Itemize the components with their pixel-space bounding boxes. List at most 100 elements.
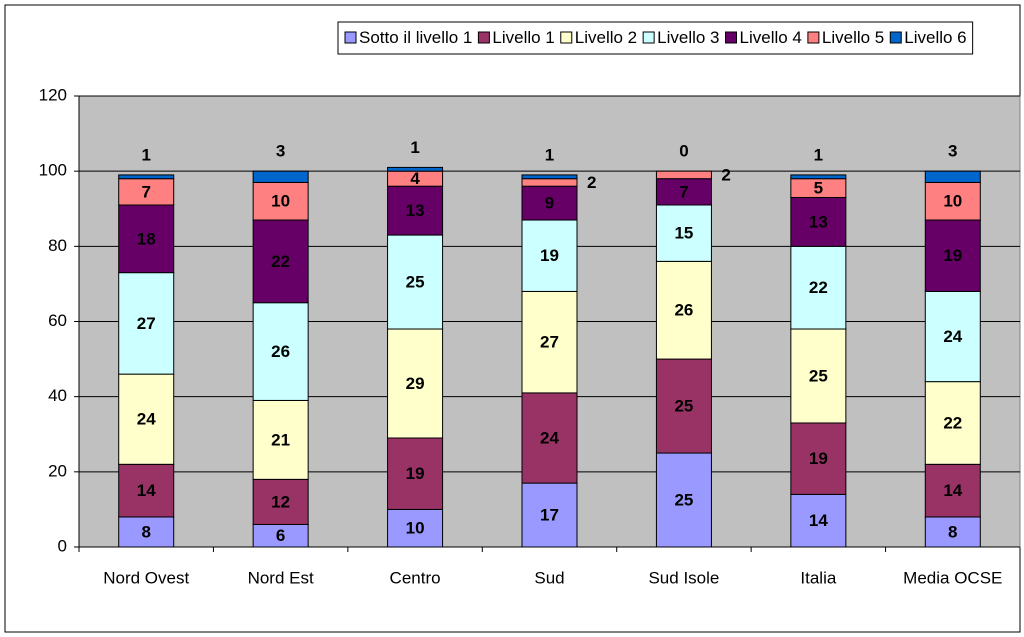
y-tick-label: 120 [39,85,67,104]
data-label: 1 [410,138,419,157]
data-label: 2 [721,165,730,184]
bar-segment [118,174,175,180]
data-label: 2 [587,173,596,192]
y-tick-label: 40 [48,386,67,405]
data-label: 7 [679,182,688,201]
y-tick-label: 60 [48,311,67,330]
bar-segment [790,196,847,247]
bar-segment [521,392,578,484]
bar-segment [655,260,712,360]
y-tick-label: 100 [39,161,67,180]
data-label: 22 [943,413,962,432]
data-label: 7 [141,182,150,201]
data-label: 9 [545,194,554,213]
legend-swatch [344,31,357,44]
data-label: 25 [809,366,828,385]
data-label: 6 [276,526,285,545]
data-label: 25 [406,273,425,292]
bar-segment [387,166,444,172]
data-label: 27 [137,314,156,333]
data-label: 8 [948,522,957,541]
x-tick-label: Nord Ovest [103,568,189,587]
bar-segment [790,245,847,330]
legend-swatch [889,31,902,44]
data-label: 21 [271,430,290,449]
bar-segment [252,170,309,183]
bar-segment [118,373,175,465]
legend-label: Livello 4 [740,28,802,47]
bar-segment [118,463,175,518]
bar-segment [521,482,578,548]
data-label: 19 [540,246,559,265]
data-label: 5 [814,179,823,198]
data-label: 24 [540,428,559,447]
data-label: 19 [809,449,828,468]
bar-segment [387,234,444,330]
legend-label: Livello 5 [822,28,884,47]
data-label: 19 [406,464,425,483]
bar-segment [252,399,309,480]
x-tick-label: Nord Est [248,568,314,587]
data-label: 27 [540,333,559,352]
bar-segment [118,272,175,375]
data-label: 4 [410,169,420,188]
data-label: 1 [141,145,150,164]
data-label: 26 [674,301,693,320]
bar-segment [790,174,847,180]
bar-segment [521,174,578,180]
data-label: 10 [271,192,290,211]
x-tick-label: Italia [800,568,836,587]
data-label: 3 [276,142,285,161]
data-label: 18 [137,229,156,248]
y-tick-label: 0 [58,536,67,555]
x-tick-label: Media OCSE [903,568,1002,587]
y-tick-label: 80 [48,236,67,255]
bar-segment [521,219,578,292]
data-label: 17 [540,506,559,525]
bar-segment [521,290,578,394]
data-label: 14 [137,481,156,500]
data-label: 10 [943,192,962,211]
bar-segment [252,181,309,221]
data-label: 24 [943,327,962,346]
data-label: 22 [271,252,290,271]
data-label: 22 [809,278,828,297]
bar-segment [387,185,444,236]
bar-segment [521,185,578,221]
data-label: 14 [809,511,828,530]
data-label: 25 [674,397,693,416]
data-label: 1 [814,145,823,164]
bar-segment [655,178,712,206]
data-label: 24 [137,410,156,429]
bar-segment [924,170,981,183]
legend-label: Livello 3 [657,28,719,47]
bar-segment [118,178,175,206]
y-tick-label: 20 [48,461,67,480]
bar-segment [252,478,309,525]
bar-segment [521,178,578,187]
data-label: 13 [406,201,425,220]
bar-segment [252,302,309,401]
data-label: 0 [679,142,688,161]
legend-label: Sotto il livello 1 [359,28,472,47]
bar-segment [655,452,712,548]
x-tick-label: Sud Isole [648,568,719,587]
legend-label: Livello 1 [492,28,554,47]
data-label: 13 [809,212,828,231]
data-label: 26 [271,342,290,361]
data-label: 8 [141,522,150,541]
legend-label: Livello 2 [575,28,637,47]
data-label: 12 [271,492,290,511]
data-label: 29 [406,374,425,393]
legend-swatch [642,31,655,44]
data-label: 25 [674,491,693,510]
legend-swatch [560,31,573,44]
data-label: 3 [948,142,957,161]
data-label: 19 [943,246,962,265]
data-label: 10 [406,519,425,538]
data-label: 1 [545,145,554,164]
bar-segment [387,328,444,439]
legend-label: Livello 6 [904,28,966,47]
bar-segment [387,437,444,510]
